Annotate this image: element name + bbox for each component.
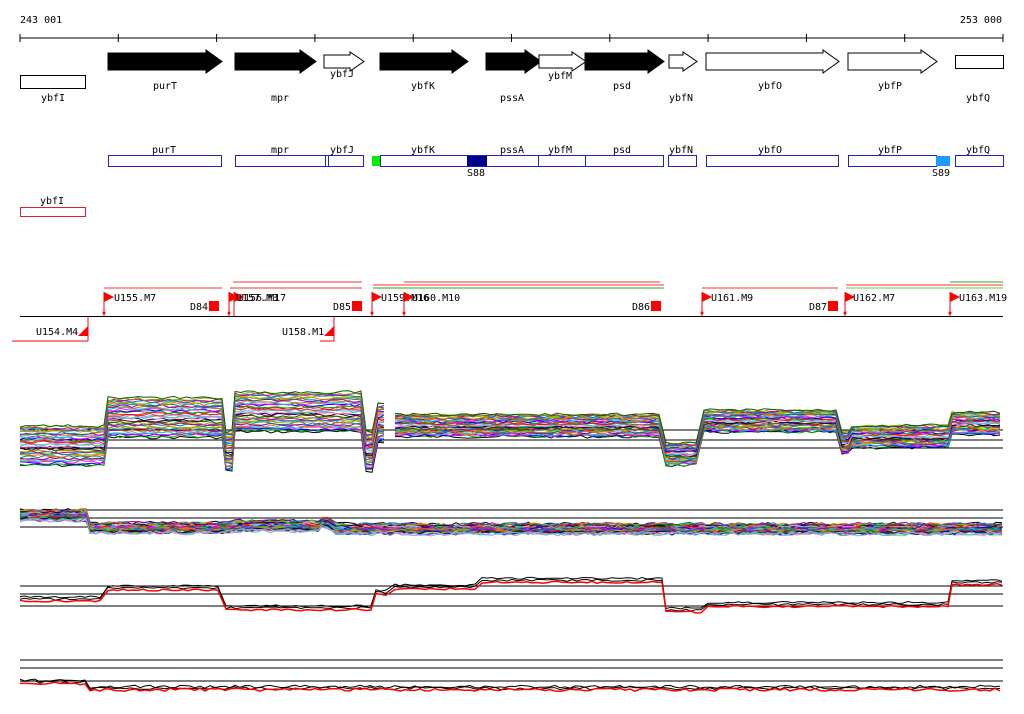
unit-label: U155.M7 <box>114 293 156 304</box>
gene-ybfJ[interactable]: ybfJ <box>323 51 365 80</box>
gene-track: ybfI purT mpr ybfJ ybfK pssA ybfM psd <box>20 49 1004 105</box>
expression-summary-forward <box>19 576 1003 614</box>
gene-ybfK[interactable]: ybfK <box>379 49 469 92</box>
annotation-track-forward: purT mpr ybfJ ybfK pssA ybfM psd <box>108 145 1004 167</box>
annotation-label: ybfK <box>411 145 435 156</box>
gene-label: purT <box>153 81 177 92</box>
annotation-label: pssA <box>500 145 524 156</box>
annotation-ybfM[interactable]: ybfM <box>538 145 586 167</box>
gene-label: ybfN <box>669 93 693 104</box>
site-label: S89 <box>932 168 950 179</box>
transcription-units: U155.M7 U156.M17 U157.M3 U159.M16 U160.M… <box>12 281 1008 342</box>
gene-label: ybfQ <box>966 93 990 104</box>
unit-u154[interactable]: U154.M4 <box>12 317 89 342</box>
coordinate-ruler: 243 001 253 000 <box>19 15 1004 42</box>
annotation-ybfO[interactable]: ybfO <box>706 145 839 167</box>
gene-label: ybfI <box>41 93 65 104</box>
unit-u160[interactable]: U160.M10 <box>402 292 461 316</box>
unit-label: U160.M10 <box>412 293 460 304</box>
deletion-label: D87 <box>809 302 827 313</box>
annotation-label: ybfM <box>548 145 572 156</box>
deletion-d85[interactable]: D85 <box>333 301 362 313</box>
unit-label: U156.M17 <box>238 293 286 304</box>
gene-label: mpr <box>271 93 289 104</box>
gene-ybfP[interactable]: ybfP <box>847 49 938 92</box>
site-s89[interactable] <box>936 156 950 166</box>
gene-label: ybfP <box>878 81 902 92</box>
ruler-ticks <box>19 34 1004 42</box>
gene-ybfQ[interactable]: ybfQ <box>955 55 1004 105</box>
gene-ybfM[interactable]: ybfM <box>538 51 587 82</box>
expression-profiles-forward <box>19 390 1003 473</box>
annotation-track-reverse: ybfI <box>20 196 86 217</box>
unit-spans-alt <box>373 281 1003 289</box>
site-label: S88 <box>467 168 485 179</box>
annotation-ybfK[interactable]: ybfK <box>380 145 468 167</box>
gene-ybfO[interactable]: ybfO <box>705 49 840 92</box>
unit-u161[interactable]: U161.M9 <box>700 292 754 316</box>
binding-sites: S88 S89 <box>372 156 950 179</box>
site-marker[interactable] <box>372 156 380 166</box>
annotation-ybfQ[interactable]: ybfQ <box>955 145 1004 167</box>
deletion-label: D86 <box>632 302 650 313</box>
unit-label: U157.M3 <box>236 293 278 304</box>
unit-u162[interactable]: U162.M7 <box>843 292 896 316</box>
deletion-d86[interactable]: D86 <box>632 301 661 313</box>
gene-label: psd <box>613 81 631 92</box>
annotation-ybfI[interactable]: ybfI <box>20 196 86 217</box>
annotation-label: ybfN <box>669 145 693 156</box>
gene-label: ybfK <box>411 81 435 92</box>
gene-label: ybfM <box>548 71 572 82</box>
annotation-ybfJ[interactable]: ybfJ <box>328 145 364 167</box>
ruler-start-label: 243 001 <box>20 15 62 26</box>
unit-label: U161.M9 <box>711 293 753 304</box>
expression-summary-reverse <box>19 659 1003 693</box>
unit-u158[interactable]: U158.M1 <box>282 317 335 342</box>
site-s88[interactable] <box>467 156 487 166</box>
gene-mpr[interactable]: mpr <box>234 49 317 104</box>
gene-ybfI[interactable]: ybfI <box>20 75 86 105</box>
annotation-label: mpr <box>271 145 289 156</box>
gene-label: pssA <box>500 93 524 104</box>
unit-u157[interactable]: U157.M3 <box>233 292 278 316</box>
deletion-label: D85 <box>333 302 351 313</box>
annotation-label: psd <box>613 145 631 156</box>
unit-label: U163.M19 <box>959 293 1007 304</box>
gene-label: ybfJ <box>330 69 354 80</box>
deletion-d87[interactable]: D87 <box>809 301 838 313</box>
annotation-ybfN[interactable]: ybfN <box>668 145 697 167</box>
annotation-label: ybfI <box>40 196 64 207</box>
annotation-label: ybfJ <box>330 145 354 156</box>
gene-label: ybfO <box>758 81 782 92</box>
annotation-label: purT <box>152 145 176 156</box>
unit-label: U154.M4 <box>36 327 78 338</box>
deletion-d84[interactable]: D84 <box>190 301 219 313</box>
unit-label: U162.M7 <box>853 293 895 304</box>
unit-spans <box>104 281 1003 289</box>
annotation-ybfP[interactable]: ybfP <box>848 145 937 167</box>
annotation-purT[interactable]: purT <box>108 145 222 167</box>
annotation-label: ybfO <box>758 145 782 156</box>
deletion-label: D84 <box>190 302 208 313</box>
expression-profiles-reverse <box>19 508 1003 537</box>
gene-psd[interactable]: psd <box>584 49 665 92</box>
annotation-psd[interactable]: psd <box>585 145 664 167</box>
unit-u163[interactable]: U163.M19 <box>948 292 1008 316</box>
ruler-end-label: 253 000 <box>960 15 1002 26</box>
annotation-mpr[interactable]: mpr <box>235 145 329 167</box>
unit-u155[interactable]: U155.M7 <box>102 292 157 316</box>
gene-pssA[interactable]: pssA <box>485 49 542 104</box>
gene-purT[interactable]: purT <box>107 49 223 92</box>
annotation-label: ybfP <box>878 145 902 156</box>
gene-ybfN[interactable]: ybfN <box>668 51 698 104</box>
annotation-label: ybfQ <box>966 145 990 156</box>
unit-label: U158.M1 <box>282 327 324 338</box>
